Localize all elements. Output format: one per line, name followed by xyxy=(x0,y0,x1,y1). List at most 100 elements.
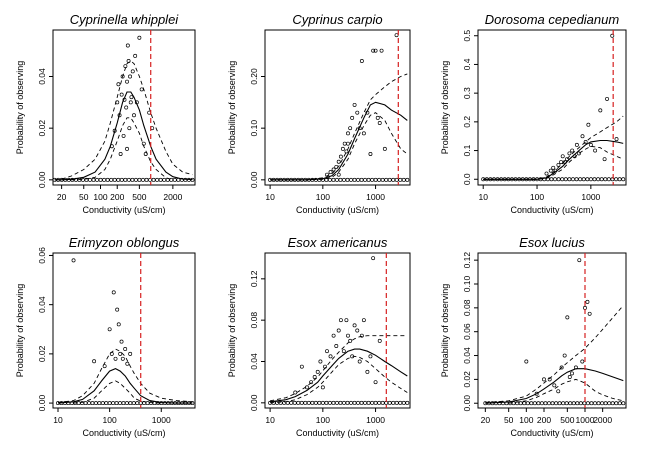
zero-observation-point xyxy=(119,177,124,182)
zero-observation-point xyxy=(155,177,160,182)
plot-area xyxy=(56,253,195,408)
zero-observation-point xyxy=(349,400,353,405)
data-point xyxy=(570,371,574,376)
zero-observation-point xyxy=(556,177,561,182)
x-tick-label: 50 xyxy=(504,415,514,425)
zero-observation-point xyxy=(320,400,325,405)
data-point xyxy=(127,126,132,131)
zero-observation-point xyxy=(543,401,548,406)
data-point xyxy=(373,380,378,385)
lower-confidence-curve xyxy=(270,112,408,181)
data-point xyxy=(125,146,129,151)
data-point xyxy=(344,318,349,323)
plot-area xyxy=(53,30,195,185)
zero-observation-point xyxy=(93,401,98,406)
zero-observation-point xyxy=(539,401,544,406)
zero-observation-point xyxy=(585,177,590,182)
zero-observation-point xyxy=(342,400,346,405)
data-point xyxy=(119,92,124,97)
chart-panel: Esox americanus 10 100 1000 0.00 0.04 0.08 0.12… xyxy=(227,235,411,438)
zero-observation-point xyxy=(126,177,131,182)
zero-observation-point xyxy=(98,177,103,182)
lower-confidence-curve xyxy=(483,145,624,180)
zero-observation-point xyxy=(313,400,318,405)
zero-observation-point xyxy=(111,401,116,406)
data-point xyxy=(585,299,590,304)
x-tick-label: 1000 xyxy=(366,192,385,202)
data-point xyxy=(116,322,121,327)
zero-observation-point xyxy=(114,401,119,406)
x-tick-label: 10 xyxy=(265,192,275,202)
zero-observation-point xyxy=(327,400,332,405)
y-tick-label: 0.00 xyxy=(249,171,259,188)
y-tick-label: 0.12 xyxy=(249,270,259,287)
zero-observation-point xyxy=(121,401,126,406)
data-point xyxy=(133,53,138,58)
zero-observation-point xyxy=(557,401,562,406)
y-tick-label: 0.04 xyxy=(37,296,47,313)
zero-observation-point xyxy=(91,177,96,182)
data-point xyxy=(352,323,357,328)
plot-frame xyxy=(477,29,627,186)
y-axis-label: Probability of observing xyxy=(227,61,237,155)
lower-confidence-curve xyxy=(71,117,174,181)
data-point xyxy=(125,361,130,366)
zero-observation-point xyxy=(104,401,109,406)
data-point xyxy=(559,365,564,370)
zero-observation-point xyxy=(405,177,410,182)
chart-title: Cyprinus carpio xyxy=(292,12,382,27)
zero-observation-point xyxy=(405,400,410,405)
x-tick-label: 20 xyxy=(481,415,491,425)
data-point xyxy=(567,375,572,379)
zero-observation-point xyxy=(363,400,368,405)
zero-observation-point xyxy=(366,400,371,405)
data-point xyxy=(315,369,320,374)
data-point xyxy=(610,33,615,38)
chart-panel: Dorosoma cepedianum 10 100 1000 0.0 0.1 0.2 0.3… xyxy=(440,12,627,215)
x-tick-label: 1000 xyxy=(581,192,600,202)
data-point xyxy=(570,148,575,153)
zero-observation-point xyxy=(289,400,294,405)
y-tick-label: 0.04 xyxy=(37,68,47,85)
data-point xyxy=(534,391,539,396)
y-tick-label: 0.08 xyxy=(462,299,472,316)
data-point xyxy=(340,146,345,151)
data-point xyxy=(565,315,570,320)
data-point xyxy=(132,113,136,118)
zero-observation-point xyxy=(324,400,329,405)
x-tick-label: 1000 xyxy=(366,415,385,425)
y-tick-label: 0.20 xyxy=(249,68,259,85)
y-tick-label: 0.04 xyxy=(249,353,259,370)
y-axis-label: Probability of observing xyxy=(440,284,450,378)
data-point xyxy=(348,338,353,343)
data-point xyxy=(102,364,107,369)
zero-observation-point xyxy=(600,401,605,406)
zero-observation-point xyxy=(610,177,615,182)
data-point xyxy=(602,157,607,162)
y-axis-label: Probability of observing xyxy=(440,61,450,155)
zero-observation-point xyxy=(571,401,576,406)
plot-area xyxy=(483,253,626,408)
zero-observation-point xyxy=(582,401,587,406)
x-axis-label: Conductivity (uS/cm) xyxy=(82,205,165,215)
zero-observation-point xyxy=(292,400,297,405)
x-tick-label: 1000 xyxy=(152,415,171,425)
zero-observation-point xyxy=(331,400,336,405)
zero-observation-point xyxy=(511,401,516,406)
data-point xyxy=(556,162,561,167)
data-point xyxy=(556,389,561,394)
zero-observation-point xyxy=(95,177,100,182)
y-tick-label: 0.02 xyxy=(37,120,47,137)
zero-observation-point xyxy=(532,401,537,406)
data-point xyxy=(379,48,384,53)
zero-observation-point xyxy=(606,177,611,182)
data-point xyxy=(111,290,116,295)
upper-confidence-curve xyxy=(57,348,193,404)
data-point xyxy=(355,328,360,333)
zero-observation-point xyxy=(571,177,575,182)
zero-observation-point xyxy=(306,400,311,405)
zero-observation-point xyxy=(547,401,551,406)
data-point xyxy=(382,146,387,151)
zero-observation-point xyxy=(522,401,527,406)
zero-observation-point xyxy=(137,177,142,182)
